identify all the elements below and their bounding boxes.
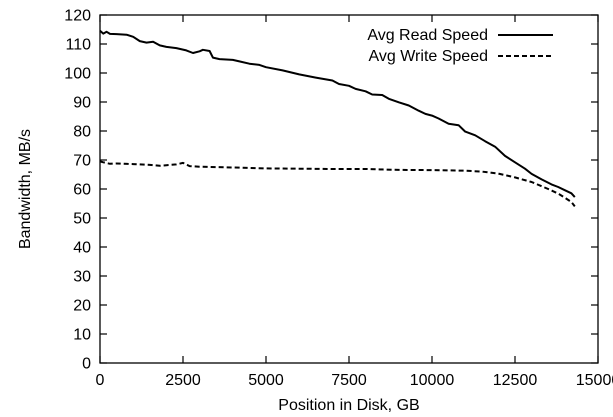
y-tick-label: 40: [73, 240, 91, 257]
y-tick-label: 90: [73, 95, 91, 112]
y-tick-label: 30: [73, 269, 91, 286]
y-tick-label: 0: [82, 356, 91, 373]
x-tick-label: 2500: [165, 372, 201, 389]
x-tick-label: 12500: [493, 372, 538, 389]
x-tick-label: 15000: [576, 372, 613, 389]
y-tick-label: 100: [64, 66, 91, 83]
series-line-read: [99, 29, 576, 198]
y-tick-label: 10: [73, 327, 91, 344]
x-axis-label: Position in Disk, GB: [278, 397, 419, 414]
y-tick-label: 50: [73, 211, 91, 228]
x-tick-label: 7500: [331, 372, 367, 389]
series-line-write: [99, 160, 576, 208]
y-tick-label: 20: [73, 298, 91, 315]
y-tick-label: 110: [65, 37, 91, 54]
legend-label-read: Avg Read Speed: [367, 27, 488, 44]
plot-frame: [99, 14, 599, 364]
y-axis-label: Bandwidth, MB/s: [17, 129, 34, 249]
x-tick-label: 5000: [248, 372, 284, 389]
plot-area: 0 10 20 30 40 50 60 70 80 90 100 110 120 0 2500 5000 750…: [64, 8, 613, 390]
y-tick-label: 120: [64, 8, 91, 25]
x-tick-label: 0: [96, 372, 105, 389]
x-tick-label: 10000: [410, 372, 455, 389]
legend-label-write: Avg Write Speed: [369, 48, 488, 65]
y-tick-label: 60: [73, 182, 91, 199]
y-tick-label: 80: [73, 124, 91, 141]
y-tick-label: 70: [73, 153, 91, 170]
legend: Avg Read Speed Avg Write Speed: [367, 27, 553, 65]
